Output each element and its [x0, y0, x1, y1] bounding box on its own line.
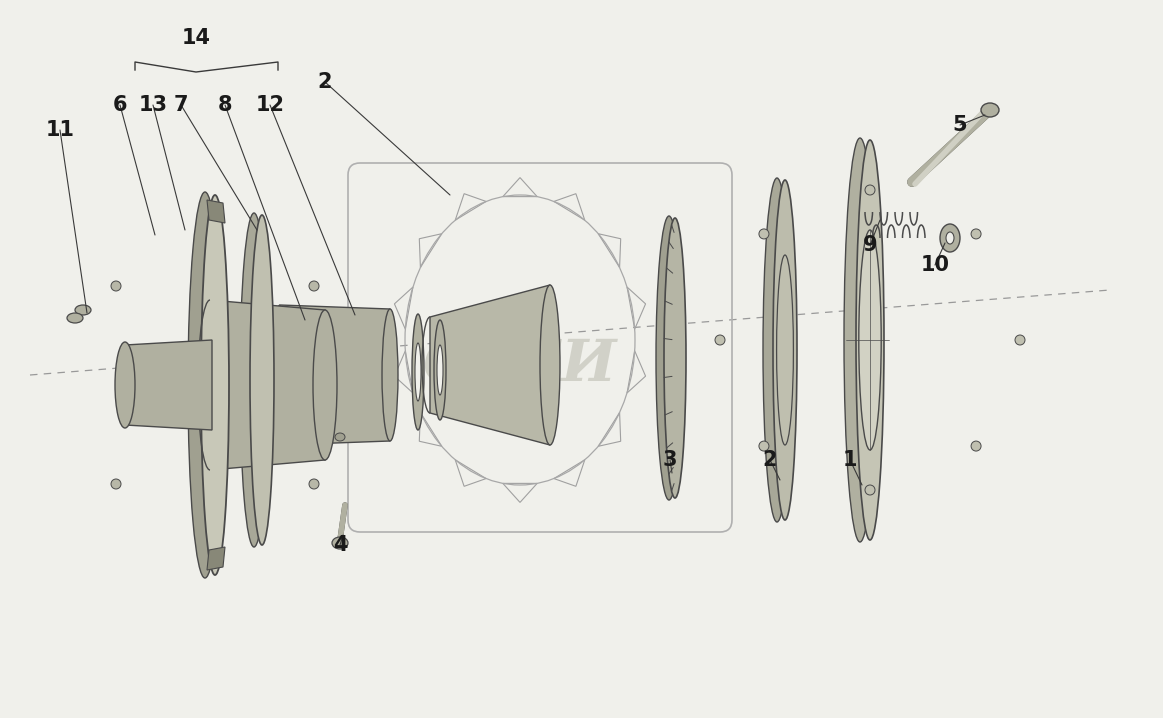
Ellipse shape: [309, 281, 319, 291]
Ellipse shape: [74, 305, 91, 315]
Ellipse shape: [844, 138, 876, 542]
Ellipse shape: [309, 479, 319, 489]
Ellipse shape: [540, 285, 561, 445]
Ellipse shape: [856, 140, 884, 540]
Ellipse shape: [331, 537, 348, 549]
Ellipse shape: [773, 180, 797, 520]
Text: 11: 11: [45, 120, 74, 140]
Ellipse shape: [759, 441, 769, 451]
Ellipse shape: [865, 185, 875, 195]
Text: 8: 8: [217, 95, 233, 115]
Ellipse shape: [656, 216, 682, 500]
Ellipse shape: [1015, 335, 1025, 345]
Ellipse shape: [110, 281, 121, 291]
Polygon shape: [280, 305, 390, 445]
Ellipse shape: [412, 314, 424, 430]
Ellipse shape: [437, 345, 443, 395]
Text: 12: 12: [256, 95, 285, 115]
Ellipse shape: [982, 103, 999, 117]
Ellipse shape: [240, 213, 267, 547]
Text: 2: 2: [317, 72, 333, 92]
Polygon shape: [430, 285, 550, 445]
Ellipse shape: [67, 313, 83, 323]
Ellipse shape: [946, 232, 954, 244]
Text: 10: 10: [920, 255, 949, 275]
Ellipse shape: [865, 485, 875, 495]
Polygon shape: [207, 547, 224, 570]
Ellipse shape: [759, 229, 769, 239]
Text: 4: 4: [333, 535, 348, 555]
Ellipse shape: [313, 310, 337, 460]
Ellipse shape: [115, 342, 135, 428]
Text: ОРЕИ: ОРЕИ: [423, 337, 618, 393]
Polygon shape: [211, 300, 324, 470]
Ellipse shape: [381, 309, 398, 441]
Ellipse shape: [858, 230, 882, 450]
Ellipse shape: [434, 320, 445, 420]
Text: 2: 2: [763, 450, 777, 470]
Ellipse shape: [188, 192, 222, 578]
Ellipse shape: [715, 335, 725, 345]
Ellipse shape: [971, 229, 982, 239]
Text: 13: 13: [138, 95, 167, 115]
Ellipse shape: [664, 218, 686, 498]
Text: 6: 6: [113, 95, 127, 115]
Polygon shape: [207, 200, 224, 223]
Ellipse shape: [110, 479, 121, 489]
Text: 1: 1: [843, 450, 857, 470]
Text: 5: 5: [952, 115, 968, 135]
Polygon shape: [124, 340, 212, 430]
Ellipse shape: [763, 178, 791, 522]
Ellipse shape: [250, 215, 274, 545]
Ellipse shape: [201, 195, 229, 575]
Text: 7: 7: [173, 95, 188, 115]
Text: 9: 9: [863, 235, 877, 255]
Ellipse shape: [777, 255, 793, 445]
Ellipse shape: [415, 343, 421, 401]
Text: 3: 3: [663, 450, 677, 470]
Ellipse shape: [335, 433, 345, 441]
Ellipse shape: [971, 441, 982, 451]
Ellipse shape: [940, 224, 959, 252]
Text: 14: 14: [181, 28, 211, 48]
